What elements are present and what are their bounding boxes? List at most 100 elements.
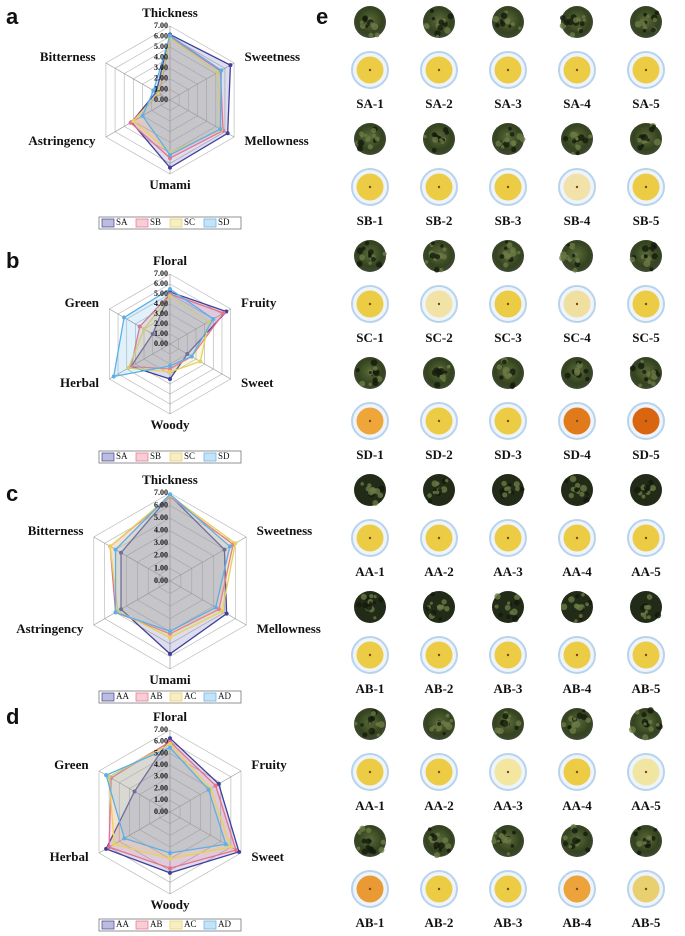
data-point <box>150 332 155 336</box>
leaf-speck <box>515 486 521 492</box>
legend-label: AA <box>116 919 129 929</box>
leaf-speck <box>585 847 591 853</box>
leaf-speck <box>646 594 653 600</box>
data-point <box>168 745 172 750</box>
leaf-speck <box>571 131 579 139</box>
data-point <box>216 781 221 786</box>
leaf-speck <box>585 717 591 723</box>
cup-center <box>437 419 441 423</box>
leaf-speck <box>376 376 383 383</box>
leaf-speck <box>507 714 512 718</box>
data-point <box>168 165 172 170</box>
leaf-speck <box>382 251 387 256</box>
sample-label: SC-2 <box>425 330 452 345</box>
leaf-speck <box>428 835 433 841</box>
sample-label: AA-2 <box>424 564 454 579</box>
leaf-speck <box>423 134 427 139</box>
leaf-speck <box>647 371 651 375</box>
data-point <box>168 294 172 298</box>
category-label: Umami <box>149 177 191 192</box>
leaf-speck <box>380 839 386 845</box>
category-label: Sweetness <box>244 49 300 64</box>
category-label: Sweet <box>251 849 284 864</box>
sample-label: SA-2 <box>425 96 452 111</box>
leaf-speck <box>431 147 437 153</box>
axis-spoke <box>93 580 171 626</box>
leaf-speck <box>509 383 515 390</box>
leaf-speck <box>650 27 656 33</box>
tick-label: 1.00 <box>154 563 168 572</box>
category-label: Bitterness <box>40 49 96 64</box>
leaf-speck <box>447 13 454 20</box>
legend-swatch <box>101 218 115 228</box>
axis-spoke <box>169 62 235 101</box>
leaf-speck <box>442 247 447 252</box>
legend-label: SB <box>150 217 161 227</box>
leaf-speck <box>445 843 452 850</box>
tick-label: 5.00 <box>154 42 168 51</box>
leaf-speck <box>648 726 654 732</box>
leaf-speck <box>427 827 432 832</box>
leaf-speck <box>433 846 438 850</box>
data-point <box>168 870 172 875</box>
tick-label: 7.00 <box>154 269 168 278</box>
cup-center <box>368 185 372 189</box>
cup-center <box>437 302 441 306</box>
sample-label: AA-4 <box>562 564 592 579</box>
leaf-speck <box>498 612 503 618</box>
sample-label: AB-3 <box>494 915 523 930</box>
leaf-speck <box>505 132 509 136</box>
leaf-speck <box>579 21 585 27</box>
data-point <box>198 359 203 364</box>
cup-center <box>506 419 510 423</box>
leaf-speck <box>362 732 368 738</box>
leaf-speck <box>571 253 576 258</box>
leaf-speck <box>378 847 385 853</box>
leaf-speck <box>515 720 522 727</box>
leaf-speck <box>442 731 446 736</box>
legend-swatch <box>135 452 149 462</box>
leaf-speck <box>432 490 437 495</box>
leaf-speck <box>641 712 647 718</box>
leaf-speck <box>508 24 512 28</box>
data-point <box>113 547 118 552</box>
cup-center <box>644 68 648 72</box>
sample-label: AA-1 <box>355 564 385 579</box>
legend-label: SC <box>184 217 195 227</box>
sample-label: SA-1 <box>356 96 383 111</box>
leaf-speck <box>519 486 525 492</box>
leaf-speck <box>430 241 435 246</box>
leaf-speck <box>365 827 372 834</box>
leaf-speck <box>372 369 380 377</box>
leaf-speck <box>642 28 647 33</box>
category-label: Thickness <box>142 5 198 20</box>
leaf-speck <box>653 828 658 832</box>
cup-center <box>506 770 510 774</box>
sample-label: AB-4 <box>563 915 592 930</box>
leaf-speck <box>506 242 513 248</box>
leaf-speck <box>356 601 362 608</box>
leaf-speck <box>359 380 366 387</box>
leaf-speck <box>635 710 640 715</box>
leaf-speck <box>362 15 369 22</box>
sample-label: SC-4 <box>563 330 591 345</box>
sample-label: AA-5 <box>631 798 661 813</box>
category-label: Astringency <box>28 133 96 148</box>
legend-label: AB <box>150 691 163 701</box>
legend-swatch <box>135 218 149 228</box>
data-point <box>189 354 194 359</box>
sample-label: SB-5 <box>633 213 660 228</box>
leaf-speck <box>437 604 442 609</box>
leaf-speck <box>640 359 644 364</box>
tea-leaves <box>561 240 593 272</box>
leaf-speck <box>629 256 636 263</box>
data-point <box>213 783 218 788</box>
leaf-speck <box>585 492 589 496</box>
leaf-speck <box>446 848 451 853</box>
data-point <box>104 846 109 851</box>
leaf-speck <box>430 610 437 616</box>
leaf-speck <box>578 360 582 364</box>
leaf-speck <box>439 374 446 381</box>
leaf-speck <box>633 831 638 837</box>
data-point <box>119 550 124 555</box>
